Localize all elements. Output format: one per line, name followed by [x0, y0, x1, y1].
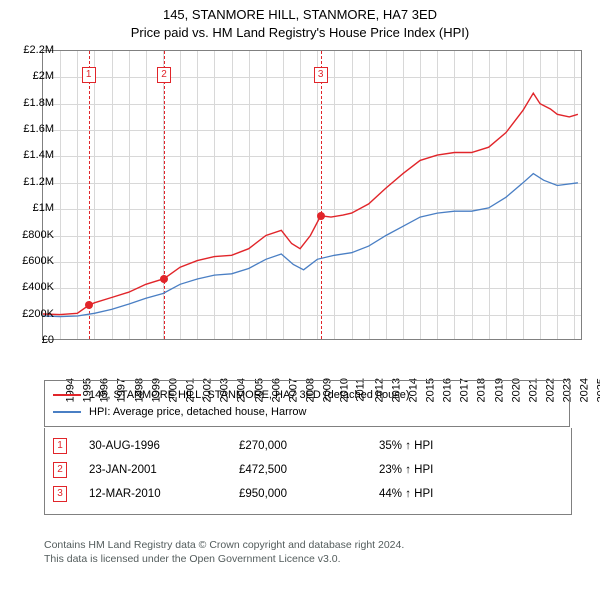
- sale-dot: [85, 301, 93, 309]
- event-price: £472,500: [239, 464, 379, 476]
- legend-label: 145, STANMORE HILL, STANMORE, HA7 3ED (d…: [89, 387, 410, 404]
- series-hpi: [43, 174, 578, 317]
- event-pct: 35% ↑ HPI: [379, 440, 563, 452]
- y-tick-label: £2.2M: [4, 44, 54, 56]
- event-date: 30-AUG-1996: [89, 440, 239, 452]
- event-row: 1 30-AUG-1996£270,00035% ↑ HPI: [53, 434, 563, 458]
- event-date: 12-MAR-2010: [89, 488, 239, 500]
- y-tick-label: £800K: [4, 229, 54, 241]
- event-row: 2 23-JAN-2001£472,50023% ↑ HPI: [53, 458, 563, 482]
- event-pct: 44% ↑ HPI: [379, 488, 563, 500]
- plot-area: 123: [42, 50, 582, 340]
- x-tick-label: 2024: [579, 378, 591, 402]
- sale-dot: [160, 275, 168, 283]
- event-price: £270,000: [239, 440, 379, 452]
- legend-swatch: [53, 394, 81, 396]
- events-table: 1 30-AUG-1996£270,00035% ↑ HPI 2 23-JAN-200…: [44, 428, 572, 515]
- legend-row: 145, STANMORE HILL, STANMORE, HA7 3ED (d…: [53, 387, 561, 404]
- y-tick-label: £1.6M: [4, 123, 54, 135]
- footer-line-1: Contains HM Land Registry data © Crown c…: [44, 538, 554, 552]
- series-property: [43, 93, 578, 314]
- legend: 145, STANMORE HILL, STANMORE, HA7 3ED (d…: [44, 380, 570, 427]
- y-tick-label: £600K: [4, 255, 54, 267]
- event-price: £950,000: [239, 488, 379, 500]
- y-tick-label: £1.8M: [4, 97, 54, 109]
- y-tick-label: £1M: [4, 202, 54, 214]
- y-tick-label: £1.2M: [4, 176, 54, 188]
- sale-dot: [317, 212, 325, 220]
- y-tick-label: £400K: [4, 281, 54, 293]
- event-row: 3 12-MAR-2010£950,00044% ↑ HPI: [53, 482, 563, 506]
- event-number: 2: [53, 462, 67, 478]
- title-line-2: Price paid vs. HM Land Registry's House …: [0, 24, 600, 42]
- title-line-1: 145, STANMORE HILL, STANMORE, HA7 3ED: [0, 6, 600, 24]
- chart: 123: [42, 50, 582, 340]
- y-tick-label: £2M: [4, 70, 54, 82]
- footer-attribution: Contains HM Land Registry data © Crown c…: [44, 538, 554, 566]
- legend-label: HPI: Average price, detached house, Harr…: [89, 404, 306, 421]
- event-number: 3: [53, 486, 67, 502]
- event-date: 23-JAN-2001: [89, 464, 239, 476]
- y-tick-label: £1.4M: [4, 149, 54, 161]
- series-svg: [43, 51, 582, 340]
- footer-line-2: This data is licensed under the Open Gov…: [44, 552, 554, 566]
- chart-title: 145, STANMORE HILL, STANMORE, HA7 3ED Pr…: [0, 0, 600, 41]
- y-tick-label: £0: [4, 334, 54, 346]
- legend-row: HPI: Average price, detached house, Harr…: [53, 404, 561, 421]
- event-number: 1: [53, 438, 67, 454]
- x-tick-label: 2025: [596, 378, 600, 402]
- event-pct: 23% ↑ HPI: [379, 464, 563, 476]
- legend-swatch: [53, 411, 81, 413]
- y-tick-label: £200K: [4, 308, 54, 320]
